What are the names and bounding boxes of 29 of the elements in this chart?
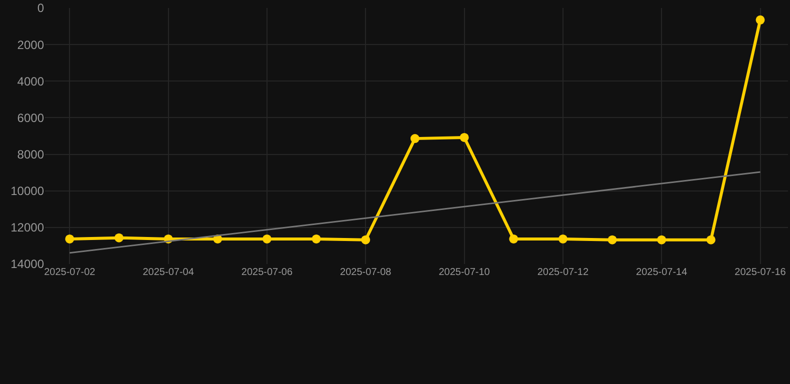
point <box>65 234 74 244</box>
point <box>608 235 617 244</box>
y-tick-label: 6000 <box>17 110 44 125</box>
x-tick-label: 2025-07-02 <box>44 267 96 278</box>
y-tick-label: 4000 <box>17 74 44 88</box>
x-tick-label: 2025-07-08 <box>340 267 392 278</box>
x-tick-label: 2025-07-14 <box>636 267 688 278</box>
x-tick-label: 2025-07-04 <box>142 267 194 278</box>
point <box>460 132 469 142</box>
point <box>509 234 518 244</box>
y-tick-label: 2000 <box>17 38 44 52</box>
y-tick-label: 10000 <box>10 184 44 198</box>
x-tick-label: 2025-07-10 <box>438 267 490 278</box>
x-tick-label: 2025-07-16 <box>734 267 786 278</box>
point <box>410 134 420 144</box>
x-tick-label: 2025-07-06 <box>241 267 293 278</box>
point <box>756 15 765 24</box>
x-tick-label: 2025-07-12 <box>537 267 589 278</box>
y-tick-label: 0 <box>37 1 44 16</box>
point <box>262 234 272 244</box>
point <box>558 234 568 244</box>
point <box>657 235 666 244</box>
y-tick-label: 12000 <box>10 220 44 235</box>
point <box>114 233 124 242</box>
y-tick-label: 8000 <box>17 147 44 162</box>
point <box>706 235 716 244</box>
point <box>361 235 370 244</box>
y-tick-label: 14000 <box>10 257 44 272</box>
point <box>312 234 321 244</box>
